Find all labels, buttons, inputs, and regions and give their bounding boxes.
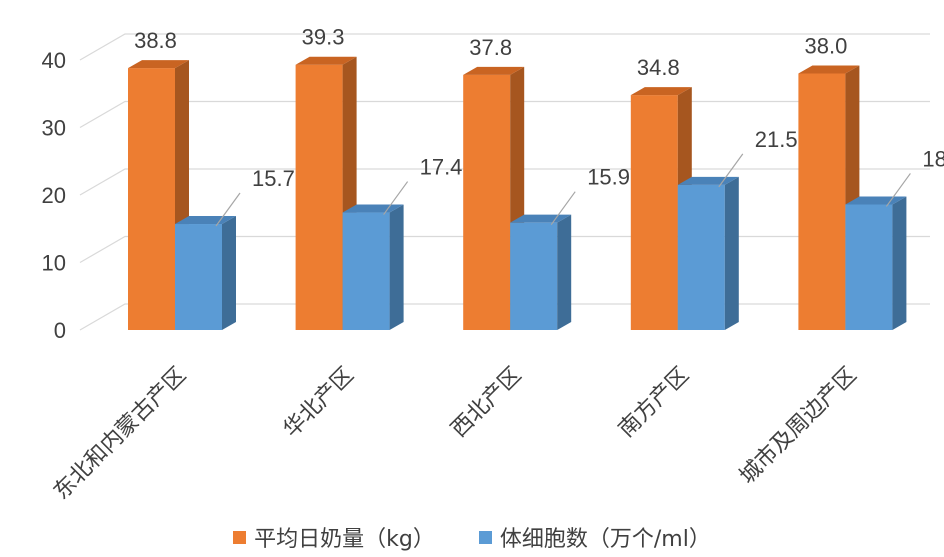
bar-top — [845, 196, 907, 205]
data-label: 38.0 — [804, 34, 847, 59]
data-label: 37.8 — [469, 35, 512, 60]
leader-line — [885, 173, 911, 207]
bar — [630, 95, 678, 330]
y-tick-label: 30 — [42, 116, 66, 141]
data-label: 18.6 — [922, 146, 944, 171]
bar-side — [724, 176, 739, 330]
y-tick-label: 40 — [42, 48, 66, 73]
y-tick-label: 0 — [54, 318, 66, 343]
bar-top — [463, 66, 525, 75]
x-tick-label: 南方产区 — [613, 362, 693, 442]
leader-line — [718, 153, 744, 188]
bar-top — [175, 216, 236, 225]
bar — [677, 184, 725, 330]
x-tick-label: 城市及周边产区 — [734, 362, 861, 489]
leader-line — [215, 192, 241, 227]
data-label: 15.7 — [252, 166, 295, 191]
data-label: 39.3 — [302, 25, 345, 50]
bar — [510, 222, 558, 330]
chart-svg: 0 10 20 30 40 38.8 15.7 东北和内蒙古产区 39.3 17.4 华北产区 37.… — [42, 25, 944, 504]
bar — [295, 64, 343, 330]
bar-top — [630, 87, 692, 96]
bar-top — [677, 176, 739, 185]
data-label: 34.8 — [637, 55, 680, 80]
leader-line — [550, 191, 576, 226]
bar-top — [295, 56, 357, 65]
y-tick-label: 10 — [42, 251, 66, 276]
bar-side — [892, 196, 907, 330]
legend-label-series-2: 体细胞数（万个/ml） — [499, 527, 711, 552]
legend-item-series-1: 平均日奶量（kg） — [233, 521, 435, 553]
x-tick-label: 东北和内蒙古产区 — [48, 362, 190, 504]
bar-top — [128, 60, 189, 69]
bar — [798, 73, 846, 330]
bar-side — [557, 214, 572, 330]
legend-swatch-series-1 — [233, 530, 247, 544]
legend: 平均日奶量（kg） 体细胞数（万个/ml） — [0, 520, 944, 554]
bar-side — [389, 204, 404, 330]
bar-top — [798, 65, 860, 74]
bar — [463, 74, 511, 330]
bar-top — [510, 214, 572, 223]
bar — [128, 68, 175, 330]
bar — [342, 212, 390, 330]
x-tick-label: 华北产区 — [278, 362, 358, 442]
bar-top — [342, 204, 404, 213]
data-label: 17.4 — [420, 155, 463, 180]
legend-label-series-1: 平均日奶量（kg） — [254, 527, 435, 552]
data-label: 38.8 — [134, 28, 177, 53]
bar — [175, 224, 222, 330]
y-tick-label: 20 — [42, 183, 66, 208]
bar-side — [222, 216, 236, 330]
legend-swatch-series-2 — [478, 530, 492, 544]
gridline — [79, 33, 930, 61]
data-label: 15.9 — [587, 165, 630, 190]
data-label: 21.5 — [755, 127, 798, 152]
x-tick-label: 西北产区 — [446, 362, 526, 442]
legend-item-series-2: 体细胞数（万个/ml） — [478, 521, 711, 553]
bar — [845, 204, 893, 330]
leader-line — [383, 181, 409, 215]
